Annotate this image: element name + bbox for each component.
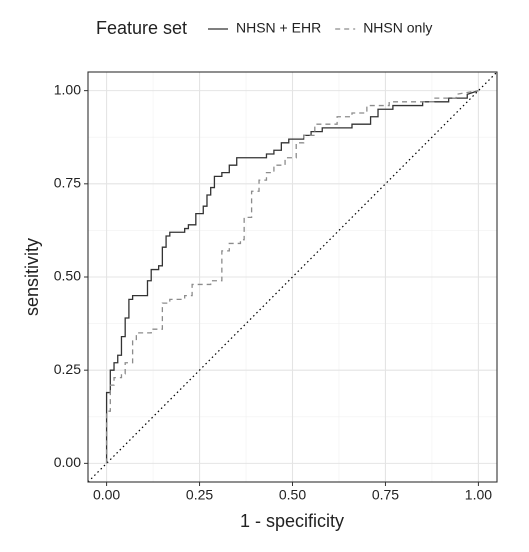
x-tick-label: 0.00: [93, 487, 120, 503]
legend-title: Feature set: [96, 18, 187, 38]
reference-line: [87, 71, 498, 483]
y-tick-label: 0.50: [54, 268, 81, 284]
x-tick-label: 1.00: [465, 487, 492, 503]
x-tick-label: 0.50: [279, 487, 306, 503]
roc-line: [105, 89, 479, 464]
x-axis-label: 1 - specificity: [240, 511, 344, 531]
roc-line: [105, 90, 479, 464]
legend-label: NHSN + EHR: [236, 20, 321, 36]
y-tick-label: 1.00: [54, 81, 81, 97]
legend-label: NHSN only: [363, 20, 432, 36]
y-tick-label: 0.75: [54, 175, 81, 191]
x-tick-label: 0.25: [186, 487, 213, 503]
x-tick-label: 0.75: [372, 487, 399, 503]
y-tick-label: 0.25: [54, 361, 81, 377]
y-tick-label: 0.00: [54, 454, 81, 470]
panel-border: [87, 71, 498, 483]
y-axis-label: sensitivity: [22, 238, 42, 316]
